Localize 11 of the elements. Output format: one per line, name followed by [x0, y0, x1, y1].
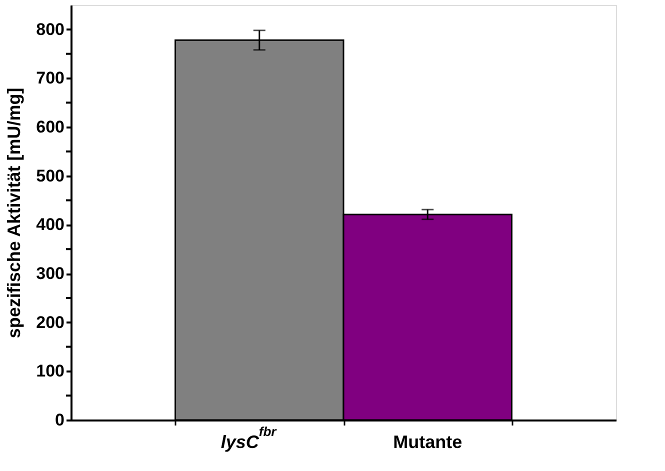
y-axis-title: spezifische Aktivität [mU/mg] [4, 88, 24, 338]
y-tick-label: 300 [36, 264, 64, 284]
y-tick-label: 0 [55, 410, 64, 430]
y-tick-label: 400 [36, 215, 64, 234]
y-tick-label: 500 [36, 166, 64, 186]
y-tick-label: 800 [36, 20, 64, 39]
y-tick-label: 100 [36, 362, 64, 381]
y-tick-label: 200 [36, 312, 64, 332]
y-tick-label: 600 [36, 118, 64, 137]
y-tick-label: 700 [36, 68, 64, 88]
x-tick-label: Mutante [393, 432, 462, 452]
